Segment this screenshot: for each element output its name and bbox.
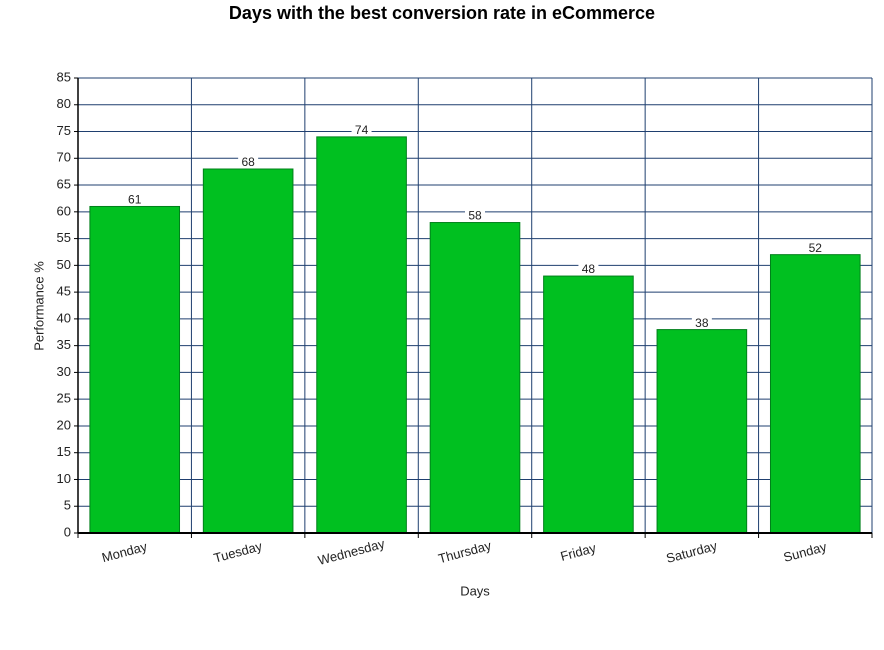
- bar: [543, 275, 634, 534]
- y-tick-label: 45: [57, 284, 71, 299]
- value-label: 68: [241, 155, 255, 169]
- y-tick-label: 15: [57, 444, 71, 459]
- value-label-bg: [578, 263, 599, 276]
- value-label-bg: [805, 241, 826, 254]
- bar: [89, 205, 181, 534]
- value-label-bg: [465, 209, 485, 222]
- x-tick-label: Friday: [559, 540, 598, 564]
- value-label: 48: [582, 262, 596, 276]
- x-axis-title: Days: [460, 583, 490, 598]
- y-tick-label: 40: [57, 310, 71, 325]
- value-label: 74: [355, 123, 369, 137]
- y-tick-label: 55: [57, 230, 71, 245]
- value-label-bg: [351, 123, 372, 136]
- value-label: 61: [128, 193, 142, 207]
- y-tick-label: 0: [64, 524, 71, 539]
- y-tick-label: 5: [64, 498, 71, 513]
- bar: [769, 254, 861, 534]
- value-label-bg: [238, 156, 259, 168]
- x-tick-label: Sunday: [782, 539, 829, 565]
- y-axis-title: Performance %: [31, 261, 46, 351]
- value-label: 38: [695, 316, 709, 330]
- y-tick-label: 70: [57, 150, 71, 165]
- y-tick-label: 30: [57, 364, 71, 379]
- bar: [429, 222, 521, 534]
- y-tick-label: 50: [57, 257, 71, 272]
- bar: [316, 136, 407, 534]
- bar: [202, 168, 294, 534]
- chart-title: Days with the best conversion rate in eC…: [229, 3, 655, 23]
- y-tick-label: 25: [57, 391, 71, 406]
- value-label-bg: [124, 193, 145, 206]
- x-tick-label: Wednesday: [316, 536, 386, 568]
- x-tick-label: Saturday: [665, 538, 720, 566]
- x-tick-label: Thursday: [437, 538, 494, 567]
- y-tick-label: 85: [57, 69, 71, 84]
- value-label: 58: [468, 209, 482, 223]
- y-tick-label: 20: [57, 417, 71, 432]
- y-tick-label: 60: [57, 203, 71, 218]
- x-tick-label: Tuesday: [212, 538, 264, 565]
- value-label: 52: [809, 241, 823, 255]
- y-tick-label: 75: [57, 123, 71, 138]
- y-tick-label: 80: [57, 96, 71, 111]
- y-tick-label: 35: [57, 337, 71, 352]
- x-tick-label: Monday: [100, 539, 149, 566]
- y-tick-label: 65: [57, 176, 71, 191]
- value-label-bg: [691, 316, 712, 329]
- bar: [656, 329, 748, 534]
- y-tick-label: 10: [57, 471, 71, 486]
